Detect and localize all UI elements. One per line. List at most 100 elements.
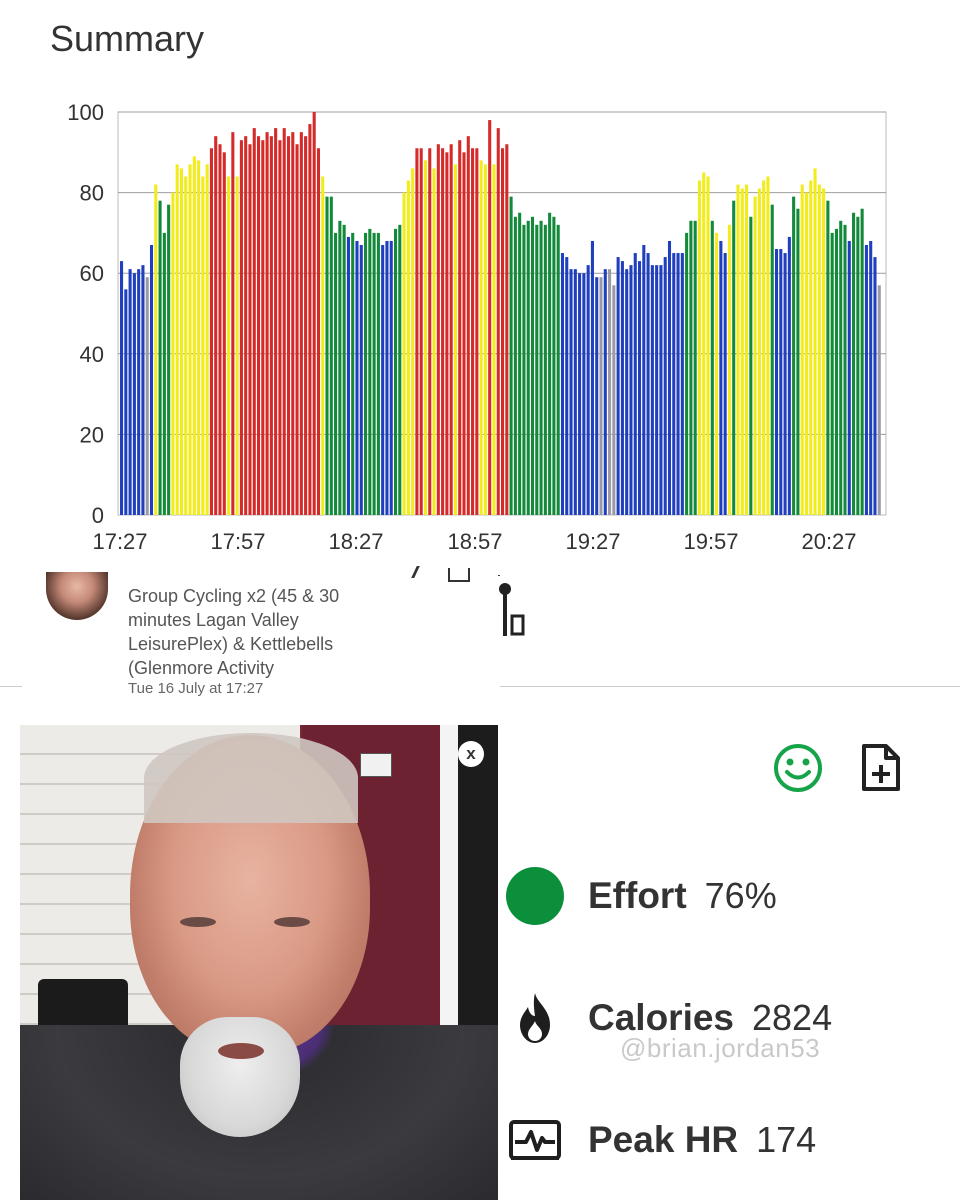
post-card[interactable]: Group Cycling x2 (45 & 30 minutes Lagan … — [20, 568, 498, 708]
chart-bar — [162, 232, 166, 515]
photo-door-sign — [360, 753, 392, 777]
chart-bar — [239, 140, 243, 515]
post-text: Group Cycling x2 (45 & 30 minutes Lagan … — [128, 586, 340, 678]
chart-y-tick-label: 60 — [80, 261, 104, 286]
chart-bar — [171, 192, 175, 515]
chart-bar — [672, 253, 676, 516]
chart-bar — [809, 180, 813, 515]
chart-bar — [693, 220, 697, 515]
chart-bar — [625, 269, 629, 515]
chart-x-tick-label: 19:57 — [683, 529, 738, 554]
chart-bar — [676, 253, 680, 516]
chart-x-tick-label: 20:27 — [801, 529, 856, 554]
photo-hair — [144, 733, 358, 823]
chart-bar — [637, 261, 642, 515]
chart-bar — [740, 188, 744, 515]
section-divider — [500, 686, 960, 687]
chart-bar — [389, 240, 393, 515]
chart-bar — [355, 240, 359, 515]
chart-bar — [633, 253, 637, 516]
chart-bar — [509, 196, 513, 515]
chart-bar — [745, 184, 749, 515]
chart-bar — [227, 176, 231, 515]
bookmark-icon[interactable] — [496, 580, 536, 640]
chart-bar — [449, 144, 453, 516]
chart-bar — [492, 164, 496, 515]
peak-hr-stat: Peak HR 174 — [506, 1110, 816, 1170]
chart-bar — [201, 176, 205, 515]
chart-bar — [770, 204, 774, 515]
chart-bar — [659, 265, 663, 515]
chart-bar — [663, 257, 667, 515]
chart-bar — [316, 148, 320, 515]
chart-bar — [471, 148, 475, 515]
chart-bar — [432, 168, 436, 516]
calories-stat: Calories 2824 — [506, 988, 832, 1048]
chart-bar — [757, 188, 761, 515]
chart-bar — [852, 212, 856, 515]
chart-bar — [128, 269, 132, 515]
chart-bar — [124, 289, 128, 515]
share-icon[interactable] — [448, 568, 470, 582]
chart-bar — [141, 265, 145, 515]
calories-value: 2824 — [752, 997, 833, 1038]
chart-bar — [269, 136, 273, 515]
photo-eye-left — [180, 917, 216, 927]
chart-bar — [222, 152, 226, 516]
watermark-text: @brian.jordan53 — [620, 1033, 821, 1063]
selfie-photo: x — [20, 725, 498, 1200]
add-document-icon[interactable] — [859, 743, 903, 793]
chart-bar — [385, 240, 389, 515]
chart-bar — [299, 132, 303, 515]
chart-bar — [381, 244, 385, 516]
chart-bar — [209, 148, 213, 515]
chart-bar — [556, 224, 560, 515]
chart-bar — [522, 224, 526, 515]
chart-bar — [753, 196, 757, 515]
chart-bar — [501, 148, 505, 515]
photo-beard — [180, 1017, 300, 1137]
chart-bar — [445, 152, 449, 516]
chart-bar — [475, 148, 479, 515]
chart-bar — [667, 240, 672, 515]
chart-bar — [265, 132, 269, 515]
chart-bar — [192, 156, 196, 515]
chart-bar — [685, 232, 689, 515]
smiley-icon[interactable] — [773, 743, 823, 793]
chart-bar — [839, 220, 843, 515]
chart-bar — [723, 253, 727, 516]
chart-bar — [158, 200, 162, 515]
chart-bar — [650, 265, 654, 515]
chart-bar — [869, 240, 873, 515]
chart-bar — [612, 285, 616, 515]
heart-rate-zone-chart: 0 20 40 60 80 100 17:27 17:57 18:27 18:57 19:27 19… — [67, 100, 887, 554]
chart-bar — [817, 184, 821, 515]
chart-bar — [843, 224, 847, 515]
chart-bar — [877, 285, 881, 515]
chart-x-tick-label: 19:27 — [565, 529, 620, 554]
chart-bar — [590, 240, 594, 515]
chart-bar — [813, 168, 817, 516]
chart-bar — [278, 140, 282, 515]
chart-bar — [513, 216, 517, 515]
chart-bar — [543, 224, 547, 515]
chart-bar — [325, 196, 329, 515]
chart-bar — [680, 253, 684, 516]
chart-bar — [535, 224, 539, 515]
chart-bar — [856, 216, 860, 515]
chart-bar — [167, 204, 171, 515]
effort-indicator-icon — [506, 867, 564, 925]
chart-bar — [599, 277, 603, 515]
chart-bar — [453, 164, 457, 515]
chart-bar — [595, 277, 599, 515]
chart-bar — [646, 253, 650, 516]
chart-bar — [715, 232, 719, 515]
chart-bar — [697, 180, 701, 515]
chart-bar — [620, 261, 624, 515]
chart-bar — [796, 208, 800, 515]
avatar[interactable] — [46, 572, 108, 620]
chart-bar — [197, 160, 201, 516]
close-photo-button[interactable]: x — [458, 741, 484, 767]
chart-bar — [518, 212, 522, 515]
flame-icon — [520, 993, 550, 1043]
